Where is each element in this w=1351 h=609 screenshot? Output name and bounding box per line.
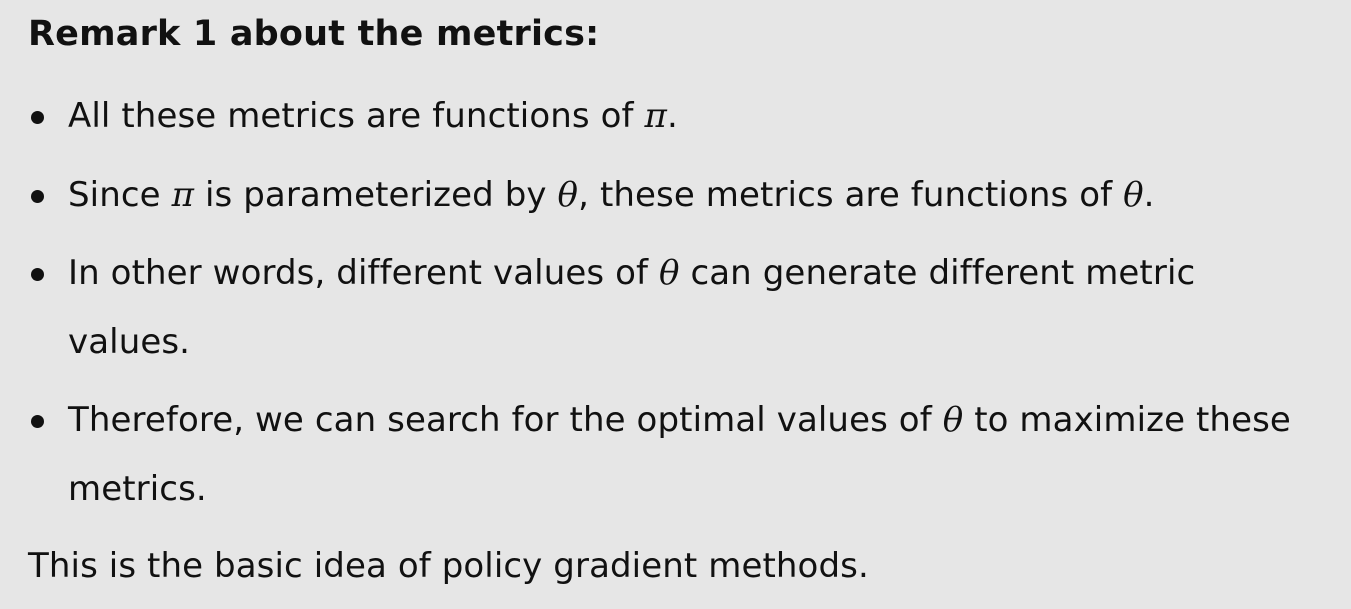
bullet-line: Therefore, we can search for the optimal… [68,400,1291,440]
text-segment: . [666,96,678,136]
pi-symbol: π [644,96,667,136]
text-segment: , these metrics are functions of [578,175,1124,215]
text-segment: . [1143,175,1155,215]
theta-symbol: θ [1123,175,1144,215]
bullet-line-continuation: values. [68,322,190,362]
bullet-line: In other words, different values of θ ca… [68,253,1195,293]
theta-symbol: θ [557,175,579,215]
text-segment: to maximize these [963,400,1291,440]
theta-symbol: θ [942,400,964,440]
bullet-dot-icon [31,268,44,281]
bullet-dot-icon [31,111,44,124]
text-segment: is parameterized by [194,175,558,215]
slide-heading: Remark 1 about the metrics: [28,14,600,54]
bullet-line: All these metrics are functions of π. [68,96,678,136]
bullet-line-continuation: metrics. [68,469,207,509]
text-segment: can generate different metric [679,253,1196,293]
text-segment: In other words, different values of [68,253,659,293]
bullet-dot-icon [31,415,44,428]
text-segment: metrics. [68,469,207,509]
bullet-line: Since π is parameterized by θ, these met… [68,175,1155,215]
text-segment: values. [68,322,191,362]
text-segment: Since [68,175,172,215]
closing-statement: This is the basic idea of policy gradien… [28,546,869,586]
bullet-dot-icon [31,190,44,203]
text-segment: Therefore, we can search for the optimal… [68,400,943,440]
pi-symbol: π [171,175,195,215]
text-segment: All these metrics are functions of [68,96,645,136]
theta-symbol: θ [658,253,680,293]
